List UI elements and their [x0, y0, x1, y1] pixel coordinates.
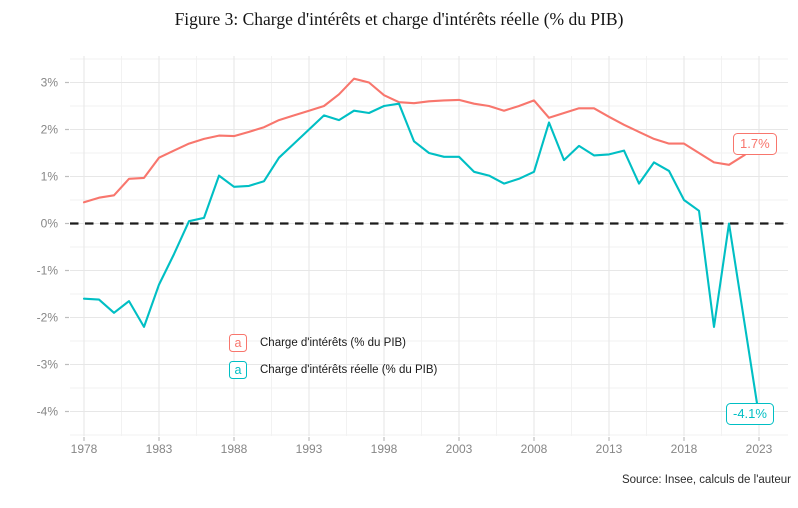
legend-key-box-teal: a — [229, 361, 247, 379]
legend-item-charge-interets-reelle: a Charge d'intérêts réelle (% du PIB) — [229, 361, 437, 379]
legend-item-charge-interets: a Charge d'intérêts (% du PIB) — [229, 334, 437, 352]
x-tick-label: 2023 — [746, 442, 773, 456]
x-tick-label: 2018 — [671, 442, 698, 456]
grid-minor — [70, 56, 788, 436]
grid-major — [70, 56, 788, 436]
x-tick-label: 2008 — [521, 442, 548, 456]
x-tick-label: 2013 — [596, 442, 623, 456]
y-tick-label: -2% — [37, 311, 59, 325]
end-value-label-teal: -4.1% — [726, 403, 774, 425]
y-tick-label: 0% — [41, 217, 59, 231]
legend-key-glyph: a — [234, 362, 242, 377]
y-tick-label: 2% — [41, 123, 59, 137]
legend-item-label: Charge d'intérêts réelle (% du PIB) — [260, 364, 438, 376]
y-tick-label: -3% — [37, 358, 59, 372]
legend: a Charge d'intérêts (% du PIB) a Charge … — [229, 334, 437, 388]
page-title: Figure 3: Charge d'intérêts et charge d'… — [174, 9, 624, 29]
source-note: Source: Insee, calculs de l'auteur — [621, 474, 791, 486]
x-axis-labels: 1978 1983 1988 1993 1998 2003 2008 2013 2018 2023 — [71, 442, 773, 456]
legend-key-box-red: a — [229, 334, 247, 352]
legend-item-label: Charge d'intérêts (% du PIB) — [260, 337, 407, 349]
y-tick-label: 3% — [41, 76, 59, 90]
x-tick-label: 1993 — [296, 442, 323, 456]
series-line-charge-interets-reelle — [82, 102, 761, 418]
x-tick-label: 1988 — [221, 442, 248, 456]
x-tick-label: 1983 — [146, 442, 173, 456]
x-tick-label: 2003 — [446, 442, 473, 456]
axis-tick-marks — [65, 81, 760, 441]
series-line-charge-interets — [82, 77, 761, 204]
y-axis-labels: 3% 2% 1% 0% -1% -2% -3% -4% — [37, 76, 59, 419]
legend-key-glyph: a — [234, 335, 242, 350]
x-tick-label: 1998 — [371, 442, 398, 456]
y-tick-label: 1% — [41, 170, 59, 184]
end-value-label-red: 1.7% — [733, 133, 777, 155]
y-tick-label: -4% — [37, 405, 59, 419]
x-tick-label: 1978 — [71, 442, 98, 456]
y-tick-label: -1% — [37, 264, 59, 278]
